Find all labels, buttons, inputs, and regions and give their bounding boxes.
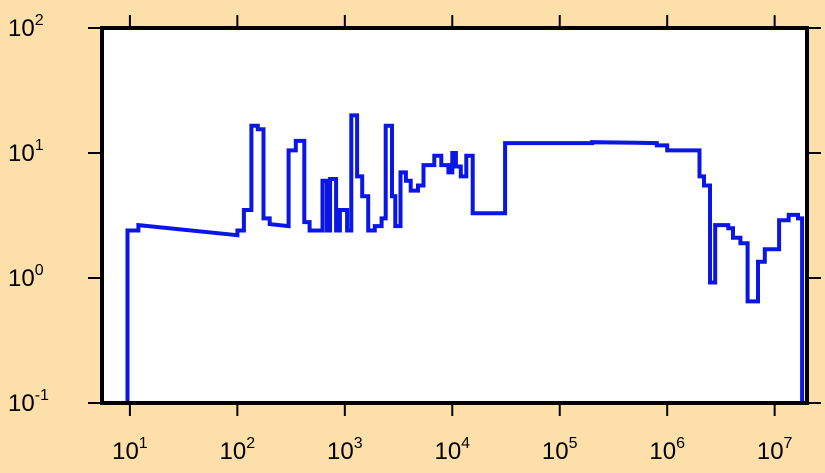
x-tick-label: 103: [327, 435, 363, 465]
series-line-1: [125, 113, 805, 403]
x-tick-label: 106: [649, 435, 685, 465]
plot-frame: [100, 26, 809, 405]
y-tick-label: 102: [8, 12, 44, 42]
x-tick-label: 107: [757, 435, 793, 465]
y-tick-label: 101: [8, 137, 44, 167]
plot-area: [102, 28, 807, 403]
x-tick-label: 105: [542, 435, 578, 465]
x-tick-label: 104: [434, 435, 470, 465]
y-tick-label: 10-1: [8, 387, 49, 417]
x-tick-label: 101: [112, 435, 148, 465]
x-tick-label: 102: [220, 435, 256, 465]
y-tick-label: 100: [8, 262, 44, 292]
